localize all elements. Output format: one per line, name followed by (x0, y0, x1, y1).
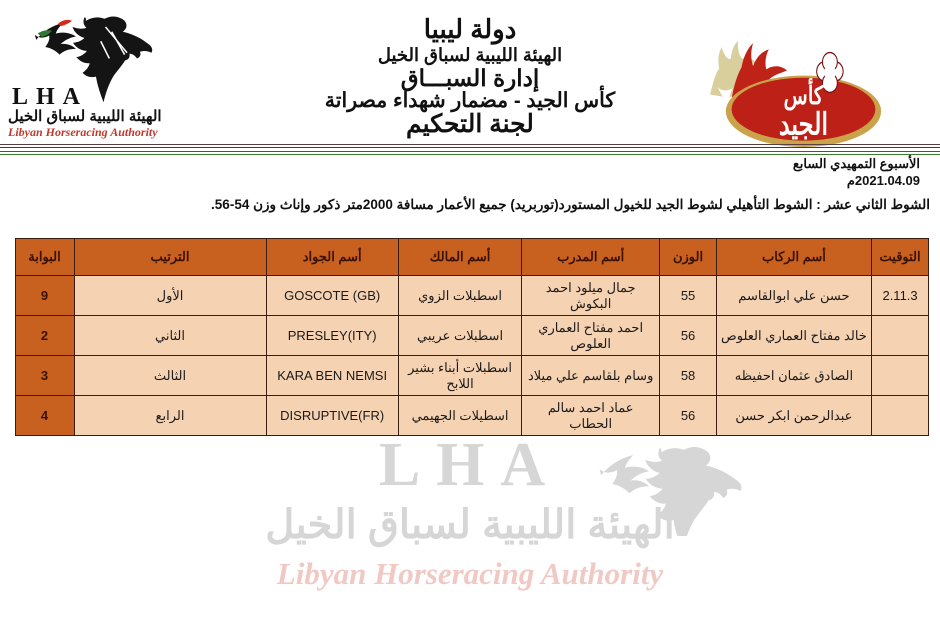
svg-text:الجيد: الجيد (779, 107, 828, 141)
